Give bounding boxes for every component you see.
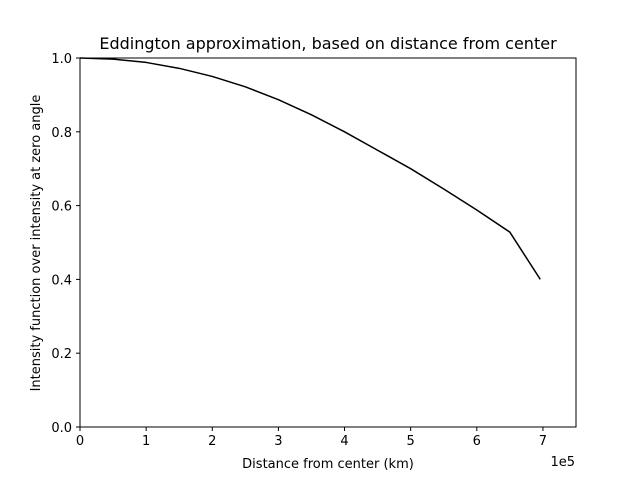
y-tick-label: 1.0 — [51, 52, 72, 67]
x-tick-label: 5 — [407, 434, 415, 449]
plot-area — [79, 57, 577, 428]
x-tick-label: 3 — [274, 434, 282, 449]
y-tick-label: 0.2 — [51, 347, 72, 362]
plot-frame — [79, 57, 577, 428]
x-tick-label: 0 — [76, 434, 84, 449]
x-axis-offset-label: 1e5 — [550, 455, 575, 470]
y-axis-label: Intensity function over intensity at zer… — [29, 95, 44, 392]
x-axis-label: Distance from center (km) — [242, 457, 414, 472]
chart-title: Eddington approximation, based on distan… — [99, 34, 557, 53]
y-tick-label: 0.8 — [51, 126, 72, 141]
y-tick-label: 0.6 — [51, 200, 72, 215]
x-tick-label: 1 — [142, 434, 150, 449]
y-tick-label: 0.0 — [51, 421, 72, 436]
y-tick-label: 0.4 — [51, 273, 72, 288]
series-line-0 — [79, 57, 541, 280]
y-axis-ticks: 0.0 0.2 0.4 0.6 0.8 1.0 — [51, 52, 80, 436]
series-layer — [79, 57, 541, 280]
x-tick-label: 4 — [340, 434, 348, 449]
x-tick-label: 7 — [539, 434, 547, 449]
x-tick-label: 6 — [473, 434, 481, 449]
x-tick-label: 2 — [208, 434, 216, 449]
x-axis-ticks: 0 1 2 3 4 5 6 7 — [76, 427, 547, 449]
